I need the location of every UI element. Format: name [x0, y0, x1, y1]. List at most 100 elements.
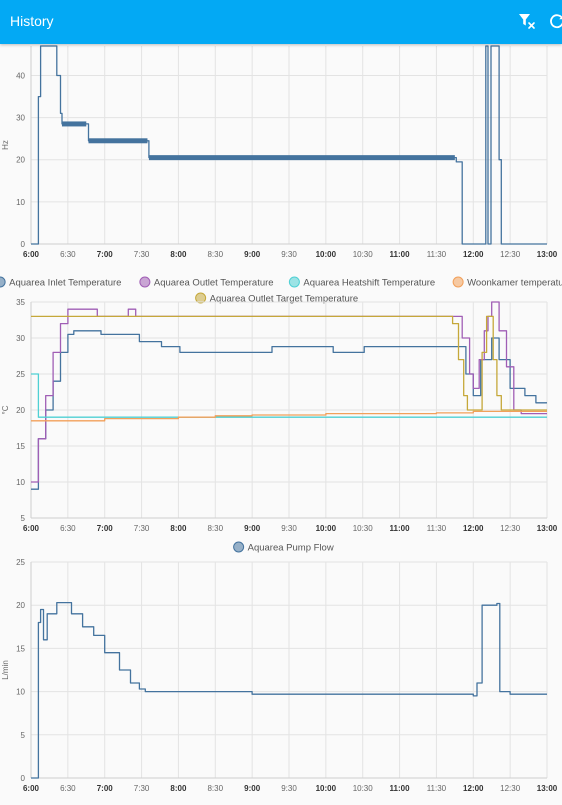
y-tick-label: 20 [16, 601, 25, 610]
x-tick-label: 12:30 [500, 524, 521, 533]
legend-swatch [452, 276, 464, 288]
x-tick-label: 6:30 [60, 250, 76, 259]
x-tick-label: 10:00 [316, 784, 337, 793]
chart-temperatures: Aquarea Inlet Temperature Aquarea Outlet … [0, 262, 562, 543]
y-tick-label: 35 [16, 298, 25, 307]
x-tick-label: 7:30 [134, 524, 150, 533]
legend-swatch [195, 292, 207, 304]
series-line [31, 315, 547, 411]
y-tick-label: 5 [21, 731, 26, 740]
legend-swatch [0, 276, 6, 288]
x-tick-label: 12:00 [463, 250, 484, 259]
x-tick-label: 8:30 [207, 524, 223, 533]
filter-remove-icon [519, 14, 535, 29]
x-tick-label: 10:30 [353, 250, 374, 259]
y-tick-label: 10 [16, 688, 25, 697]
x-tick-label: 9:30 [281, 784, 297, 793]
x-tick-label: 7:00 [97, 250, 114, 259]
x-tick-label: 8:00 [170, 784, 187, 793]
y-axis-label: Hz [1, 140, 10, 150]
y-tick-label: 40 [16, 71, 25, 80]
series-band [61, 121, 87, 127]
legend-label: Woonkamer temperature [467, 278, 562, 289]
x-tick-label: 6:30 [60, 784, 76, 793]
y-tick-label: 15 [16, 442, 25, 451]
refresh-icon [550, 14, 562, 29]
legend-item[interactable]: Aquarea Pump Flow [233, 541, 334, 554]
x-tick-label: 13:00 [537, 250, 558, 259]
y-axis-label: °C [1, 405, 10, 414]
legend-label: Aquarea Outlet Target Temperature [210, 294, 359, 305]
legend-label: Aquarea Heatshift Temperature [303, 278, 435, 289]
x-tick-label: 7:00 [97, 524, 114, 533]
y-tick-label: 5 [21, 514, 26, 523]
series-line [31, 45, 547, 245]
chart-pump-flow: Aquarea Pump Flow 0 5 10 15 20 25 L/min 6:00 6:30… [0, 538, 562, 805]
legend-item[interactable]: Aquarea Outlet Target Temperature [195, 292, 359, 305]
page-title: History [10, 13, 54, 29]
x-tick-label: 9:00 [244, 250, 261, 259]
x-tick-label: 7:30 [134, 784, 150, 793]
x-tick-label: 8:30 [207, 784, 223, 793]
refresh-button[interactable] [546, 10, 562, 32]
y-tick-label: 25 [16, 370, 25, 379]
app-toolbar: History [0, 0, 562, 44]
legend-item[interactable]: Woonkamer temperature [452, 276, 562, 289]
series-line [31, 373, 547, 418]
x-tick-label: 10:30 [353, 784, 374, 793]
y-tick-label: 20 [16, 156, 25, 165]
series-band [88, 138, 148, 144]
y-tick-label: 30 [16, 114, 25, 123]
x-tick-label: 7:00 [97, 784, 114, 793]
x-tick-label: 11:00 [390, 250, 411, 259]
legend-label: Aquarea Pump Flow [248, 543, 334, 554]
x-tick-label: 12:00 [463, 784, 484, 793]
x-tick-label: 10:00 [316, 524, 337, 533]
x-tick-label: 12:00 [463, 524, 484, 533]
grid [30, 561, 548, 779]
x-tick-label: 6:30 [60, 524, 76, 533]
x-tick-label: 11:30 [427, 524, 447, 533]
y-tick-label: 25 [16, 558, 25, 567]
x-tick-label: 13:00 [537, 784, 558, 793]
legend-label: Aquarea Inlet Temperature [9, 278, 121, 289]
x-tick-label: 9:30 [281, 250, 297, 259]
legend-item[interactable]: Aquarea Heatshift Temperature [288, 276, 435, 289]
y-tick-label: 10 [16, 198, 25, 207]
legend-item[interactable]: Aquarea Inlet Temperature [0, 276, 121, 289]
series-band [148, 155, 455, 161]
x-tick-label: 11:00 [390, 784, 411, 793]
series-line [31, 330, 547, 490]
y-tick-label: 15 [16, 644, 25, 653]
x-tick-label: 8:00 [170, 524, 187, 533]
x-tick-label: 7:30 [134, 250, 150, 259]
x-tick-label: 13:00 [537, 524, 558, 533]
y-tick-label: 0 [21, 240, 26, 249]
legend-swatch [288, 276, 300, 288]
series-line [31, 601, 547, 779]
y-tick-label: 10 [16, 478, 25, 487]
x-tick-label: 6:00 [23, 524, 40, 533]
x-tick-label: 9:00 [244, 524, 261, 533]
x-tick-label: 11:30 [427, 250, 447, 259]
series-line [31, 410, 547, 422]
x-tick-label: 9:30 [281, 524, 297, 533]
chart-compressor-frequency: 0 10 20 30 40 Hz 6:00 6:30 7:00 7:30 8:00 8:30 9:00 9… [0, 36, 562, 267]
x-tick-label: 11:30 [427, 784, 447, 793]
y-tick-label: 0 [21, 774, 26, 783]
y-tick-label: 30 [16, 334, 25, 343]
y-tick-label: 20 [16, 406, 25, 415]
legend-item[interactable]: Aquarea Outlet Temperature [139, 276, 274, 289]
x-tick-label: 10:30 [353, 524, 374, 533]
x-tick-label: 8:30 [207, 250, 223, 259]
legend-label: Aquarea Outlet Temperature [154, 278, 274, 289]
x-tick-label: 9:00 [244, 784, 261, 793]
x-tick-label: 12:30 [500, 250, 521, 259]
x-tick-label: 6:00 [23, 784, 40, 793]
x-tick-label: 10:00 [316, 250, 337, 259]
clear-filter-button[interactable] [516, 10, 538, 32]
legend-swatch [233, 541, 245, 553]
x-tick-label: 12:30 [500, 784, 521, 793]
x-tick-label: 6:00 [23, 250, 40, 259]
series-line [31, 301, 547, 483]
